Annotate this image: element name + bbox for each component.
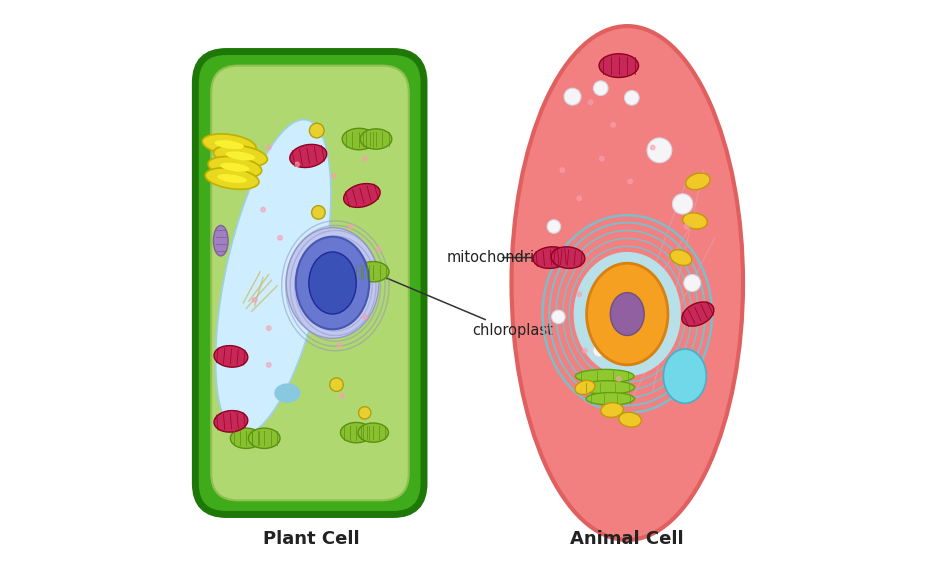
Circle shape (582, 349, 587, 353)
Ellipse shape (685, 173, 710, 190)
Circle shape (337, 343, 342, 348)
Ellipse shape (205, 168, 259, 189)
Ellipse shape (214, 346, 248, 367)
Circle shape (362, 315, 367, 319)
Ellipse shape (664, 349, 706, 403)
Circle shape (577, 196, 582, 200)
Ellipse shape (533, 247, 569, 268)
Circle shape (551, 310, 565, 324)
Ellipse shape (586, 263, 668, 365)
Ellipse shape (683, 213, 707, 229)
Ellipse shape (682, 302, 714, 326)
Text: chloroplast: chloroplast (369, 270, 553, 338)
Ellipse shape (358, 261, 389, 282)
Circle shape (593, 345, 605, 357)
Ellipse shape (226, 152, 255, 161)
Circle shape (295, 162, 299, 167)
Circle shape (611, 123, 615, 127)
Circle shape (261, 207, 265, 212)
Ellipse shape (215, 119, 331, 435)
Circle shape (560, 168, 565, 172)
Circle shape (266, 363, 271, 367)
Circle shape (599, 157, 604, 161)
Ellipse shape (230, 428, 262, 448)
Ellipse shape (512, 26, 743, 540)
Ellipse shape (295, 237, 369, 329)
Ellipse shape (214, 140, 244, 149)
Circle shape (628, 179, 632, 183)
Circle shape (594, 81, 608, 96)
Ellipse shape (670, 250, 692, 265)
Circle shape (672, 194, 693, 214)
Ellipse shape (213, 145, 267, 167)
Circle shape (616, 377, 621, 381)
Ellipse shape (586, 393, 634, 405)
Circle shape (278, 235, 282, 240)
Ellipse shape (619, 412, 641, 427)
Ellipse shape (600, 402, 623, 417)
Ellipse shape (341, 422, 372, 443)
Ellipse shape (213, 225, 228, 256)
Circle shape (588, 100, 593, 105)
Ellipse shape (341, 261, 372, 282)
Ellipse shape (217, 174, 246, 183)
Circle shape (329, 378, 344, 392)
Circle shape (362, 157, 367, 161)
Ellipse shape (551, 247, 585, 268)
Ellipse shape (214, 410, 248, 432)
Circle shape (359, 406, 371, 419)
Ellipse shape (202, 134, 256, 156)
Circle shape (326, 252, 330, 257)
Ellipse shape (358, 423, 388, 442)
Text: mitochondrion: mitochondrion (447, 250, 553, 265)
Ellipse shape (342, 128, 376, 150)
Ellipse shape (574, 252, 681, 376)
Circle shape (377, 247, 381, 251)
Circle shape (647, 138, 672, 163)
Circle shape (312, 205, 325, 219)
Ellipse shape (220, 163, 249, 172)
Circle shape (683, 275, 700, 291)
Circle shape (310, 123, 324, 138)
FancyBboxPatch shape (195, 52, 424, 514)
Circle shape (650, 145, 655, 150)
Circle shape (656, 337, 661, 342)
Ellipse shape (611, 293, 644, 336)
Circle shape (548, 220, 561, 233)
Ellipse shape (309, 252, 356, 314)
FancyBboxPatch shape (211, 66, 409, 500)
Ellipse shape (575, 370, 634, 383)
Ellipse shape (275, 384, 300, 402)
Circle shape (266, 145, 271, 150)
Ellipse shape (248, 428, 280, 448)
Ellipse shape (581, 381, 634, 395)
Circle shape (340, 394, 345, 398)
Circle shape (564, 88, 581, 105)
Circle shape (252, 298, 257, 302)
Circle shape (348, 224, 353, 229)
Text: Plant Cell: Plant Cell (262, 530, 360, 548)
Ellipse shape (208, 157, 261, 178)
Ellipse shape (575, 380, 595, 395)
Text: Animal Cell: Animal Cell (570, 530, 684, 548)
Circle shape (331, 173, 336, 178)
Ellipse shape (599, 54, 638, 78)
Ellipse shape (344, 183, 380, 207)
Ellipse shape (290, 144, 327, 168)
Circle shape (624, 91, 639, 105)
Circle shape (577, 292, 582, 297)
Circle shape (684, 224, 689, 229)
Ellipse shape (361, 129, 392, 149)
Circle shape (266, 326, 271, 331)
Ellipse shape (286, 228, 379, 338)
